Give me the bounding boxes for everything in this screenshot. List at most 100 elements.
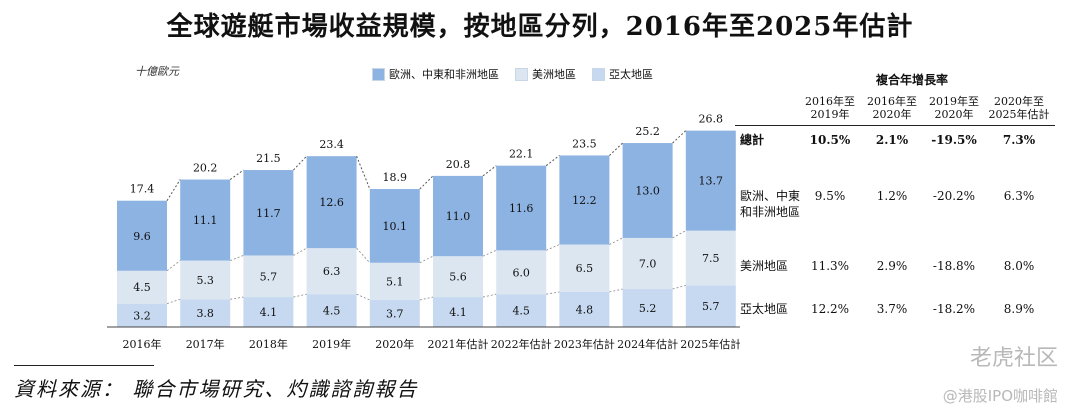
data-label-asia: 4.1 bbox=[260, 306, 278, 319]
growth-cell: -18.2% bbox=[932, 302, 976, 316]
data-label-europe: 11.0 bbox=[446, 210, 471, 223]
total-label: 25.2 bbox=[635, 125, 660, 138]
data-label-americas: 5.1 bbox=[386, 275, 404, 288]
bar-segment-asia bbox=[306, 294, 357, 327]
data-label-americas: 5.3 bbox=[196, 274, 214, 287]
bar-segment-asia bbox=[559, 291, 610, 327]
data-label-americas: 5.6 bbox=[449, 271, 467, 284]
growth-header-1-line1: 2016年至 bbox=[805, 95, 855, 108]
data-label-americas: 4.5 bbox=[133, 281, 151, 294]
segment-connector bbox=[546, 291, 560, 295]
data-label-asia: 3.8 bbox=[196, 307, 214, 320]
data-label-asia: 3.2 bbox=[133, 309, 151, 322]
segment-connector bbox=[546, 244, 560, 251]
bar-segment-americas bbox=[117, 270, 167, 304]
total-label: 23.4 bbox=[319, 138, 344, 151]
segment-connector bbox=[672, 285, 686, 290]
trend-connector bbox=[482, 165, 497, 177]
data-label-americas: 7.0 bbox=[639, 257, 657, 270]
bar-segment-europe bbox=[559, 155, 610, 245]
x-tick-label: 2023年估計 bbox=[554, 337, 615, 351]
data-label-europe: 13.0 bbox=[635, 184, 660, 197]
data-label-asia: 4.1 bbox=[449, 306, 467, 319]
growth-header-3-line1: 2019年至 bbox=[929, 95, 979, 108]
growth-cell: 8.0% bbox=[1003, 259, 1035, 273]
trend-connector bbox=[166, 179, 181, 201]
data-label-americas: 6.0 bbox=[512, 266, 530, 279]
bar-segment-europe bbox=[180, 179, 231, 261]
legend-swatch-europe bbox=[372, 67, 385, 81]
growth-cell: 10.5% bbox=[809, 133, 851, 147]
total-label: 20.2 bbox=[193, 162, 218, 175]
growth-row-label-americas: 美洲地區 bbox=[740, 259, 789, 273]
bar-segment-asia bbox=[685, 285, 736, 327]
growth-cell: 2.9% bbox=[876, 259, 908, 273]
growth-cell: 2.1% bbox=[875, 133, 909, 147]
segment-connector bbox=[482, 293, 497, 298]
legend-label-europe: 歐洲、中東和非洲地區 bbox=[389, 68, 499, 81]
source-rule bbox=[14, 365, 154, 366]
segment-connector bbox=[356, 293, 370, 301]
growth-header-2-line2: 2020年 bbox=[872, 108, 912, 121]
growth-header-4: 2020年至 2025年估計 bbox=[983, 95, 1055, 121]
legend-swatch-americas bbox=[515, 67, 528, 81]
x-tick-label: 2020年 bbox=[375, 337, 414, 351]
total-label: 23.5 bbox=[572, 137, 597, 150]
chart-legend: 歐洲、中東和非洲地區 美洲地區 亞太地區 bbox=[372, 66, 653, 82]
trend-connector bbox=[545, 155, 560, 167]
bar-segment-americas bbox=[180, 260, 231, 300]
segment-connector bbox=[293, 293, 307, 298]
trend-connector bbox=[356, 155, 371, 190]
x-tick-label: 2024年估計 bbox=[617, 337, 678, 351]
data-label-europe: 12.2 bbox=[572, 194, 597, 207]
bar-segment-europe bbox=[433, 175, 483, 257]
x-tick-label: 2022年估計 bbox=[491, 337, 552, 351]
segment-connector bbox=[672, 230, 686, 239]
growth-cell: -20.2% bbox=[932, 189, 976, 203]
total-label: 22.1 bbox=[509, 148, 534, 161]
growth-row-label-total: 總計 bbox=[740, 133, 765, 147]
segment-connector bbox=[230, 296, 244, 300]
x-tick-label: 2018年 bbox=[249, 337, 288, 351]
segment-connector bbox=[166, 260, 181, 272]
bar-segment-americas bbox=[559, 244, 610, 292]
bar-segment-americas bbox=[685, 230, 736, 286]
growth-cell: -19.5% bbox=[931, 133, 977, 147]
growth-table-title: 複合年增長率 bbox=[876, 73, 949, 87]
data-label-asia: 4.5 bbox=[323, 305, 341, 318]
growth-header-4-line2: 2025年估計 bbox=[988, 108, 1050, 121]
data-label-americas: 6.3 bbox=[323, 265, 341, 278]
watermark-tiger: 老虎社区 bbox=[969, 346, 1058, 371]
total-label: 26.8 bbox=[699, 113, 724, 126]
bar-segment-europe bbox=[685, 130, 736, 231]
growth-row-label-europe-line1: 歐洲、中東 bbox=[740, 189, 801, 203]
growth-header-1-line2: 2019年 bbox=[810, 108, 850, 121]
data-label-europe: 11.6 bbox=[509, 202, 534, 215]
data-label-europe: 11.1 bbox=[193, 214, 218, 227]
data-label-americas: 5.7 bbox=[260, 270, 278, 283]
data-label-asia: 4.5 bbox=[512, 305, 530, 318]
trend-connector bbox=[293, 155, 307, 171]
legend-item-europe: 歐洲、中東和非洲地區 bbox=[372, 66, 499, 82]
bar-segment-americas bbox=[496, 250, 547, 295]
data-label-americas: 7.5 bbox=[702, 252, 720, 265]
bar-segment-americas bbox=[369, 262, 420, 300]
chart-title: 全球遊艇市場收益規模，按地區分列，2016年至2025年估計 bbox=[166, 12, 914, 42]
bar-segment-asia bbox=[622, 289, 673, 327]
trend-connector bbox=[609, 142, 623, 156]
x-tick-label: 2019年 bbox=[312, 337, 351, 351]
data-label-asia: 5.7 bbox=[702, 300, 720, 313]
data-label-europe: 12.6 bbox=[319, 196, 344, 209]
unit-label: 十億歐元 bbox=[135, 65, 179, 78]
bar-segment-americas bbox=[433, 256, 483, 298]
bar-segment-asia bbox=[496, 294, 547, 327]
bar-segment-europe bbox=[369, 189, 420, 263]
growth-header-3-line2: 2020年 bbox=[934, 108, 974, 121]
growth-cell: 1.2% bbox=[876, 189, 908, 203]
bar-segment-europe bbox=[622, 143, 673, 238]
bar-segment-asia bbox=[243, 297, 294, 327]
x-tick-label: 2016年 bbox=[123, 337, 162, 351]
growth-table-rule bbox=[735, 125, 1055, 126]
watermark-cafe: @港股IPO咖啡館 bbox=[942, 387, 1058, 405]
trend-connector bbox=[229, 169, 244, 180]
